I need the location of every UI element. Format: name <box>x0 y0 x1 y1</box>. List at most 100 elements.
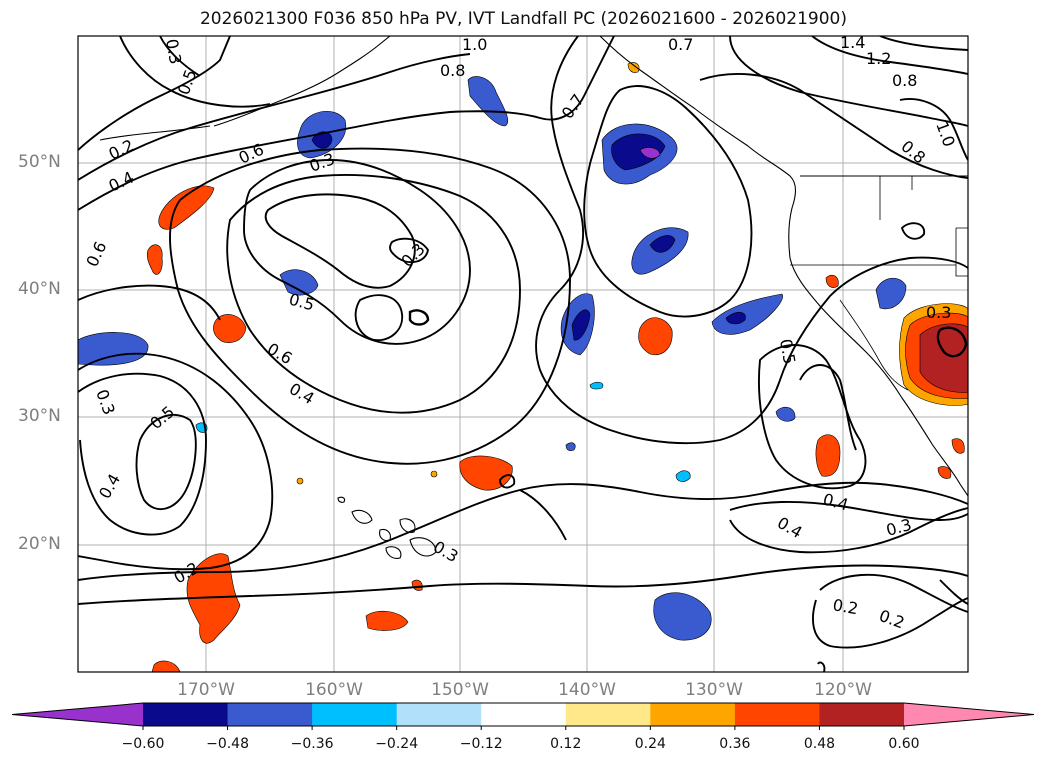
neg-anomaly-core <box>725 311 746 325</box>
colorbar-tick-label: −0.48 <box>206 736 249 752</box>
coastlines <box>99 36 968 559</box>
neg-anomaly-small <box>675 470 691 482</box>
alaska-peninsula-coast <box>213 36 391 127</box>
pv-contour <box>799 364 857 451</box>
state-border <box>879 176 913 220</box>
pv-contour <box>583 85 753 318</box>
pos-anomaly-small <box>937 466 952 479</box>
neg-anomaly-small <box>565 442 576 451</box>
neg-anomaly-core <box>611 133 666 171</box>
pos-anomaly-large-core <box>919 323 968 393</box>
pv-contour <box>354 294 403 342</box>
hawaii-island <box>409 537 437 557</box>
contour-label: 1.2 <box>866 49 891 68</box>
pos-anomaly-blob <box>213 314 247 343</box>
pv-contour <box>729 507 968 554</box>
lat-label-40n: 40°N <box>18 279 61 299</box>
map-frame <box>77 35 969 673</box>
pv-contour-closed <box>499 474 516 489</box>
pv-shading <box>78 62 968 672</box>
pv-contour <box>78 352 274 571</box>
colorbar-tick-label: 0.60 <box>888 736 920 752</box>
colorbar-tick-label: 0.12 <box>550 736 582 752</box>
pv-contour <box>264 193 416 289</box>
neg-anomaly-blob <box>775 406 796 422</box>
pv-contour <box>535 36 968 445</box>
colorbar-tick-label: 0.36 <box>719 736 751 752</box>
colorbar-segment <box>481 703 567 726</box>
pv-contour <box>817 661 826 672</box>
contour-label: 0.3 <box>162 37 185 65</box>
neg-anomaly-core <box>571 309 591 341</box>
colorbar <box>11 702 1035 730</box>
contour-label: 1.0 <box>462 35 487 54</box>
hawaii-island <box>337 496 346 503</box>
pv-contour <box>243 159 471 345</box>
hawaii-island <box>385 546 402 559</box>
pv-contour <box>119 36 271 108</box>
pv-contour <box>226 174 521 414</box>
lon-label-130w: 130°W <box>685 680 743 700</box>
colorbar-segment <box>734 703 820 726</box>
pv-contour <box>879 36 968 51</box>
map-title: 2026021300 F036 850 hPa PV, IVT Landfall… <box>199 9 847 29</box>
pv-contour <box>939 579 968 605</box>
hawaii-island <box>399 518 416 533</box>
lon-label-120w: 120°W <box>814 680 872 700</box>
contour-label: 0.7 <box>668 35 693 54</box>
colorbar-segment <box>650 703 736 726</box>
neg-anomaly-blob <box>279 269 319 296</box>
neg-anomaly-blob <box>78 332 149 366</box>
pos-anomaly-dot <box>430 470 438 478</box>
neg-anomaly-blob <box>711 293 783 335</box>
neg-anomaly-blob <box>653 592 712 641</box>
pv-contour-closed <box>936 326 968 358</box>
pv-contour <box>78 36 615 211</box>
neg-anomaly-small <box>589 381 604 390</box>
pos-anomaly-small <box>627 62 640 73</box>
pos-anomaly-blob <box>638 317 673 356</box>
lon-label-160w: 160°W <box>305 680 363 700</box>
neg-anomaly-blob <box>875 277 907 310</box>
pv-contour <box>135 414 197 511</box>
pv-contour <box>758 344 867 490</box>
neg-anomaly-blob <box>467 76 509 127</box>
lat-label-50n: 50°N <box>18 152 61 172</box>
contour-label: 0.8 <box>440 61 465 80</box>
hawaii-island <box>351 509 373 524</box>
neg-anomaly-core <box>311 131 333 149</box>
lon-label-140w: 140°W <box>558 680 616 700</box>
pos-anomaly-small <box>825 274 839 288</box>
colorbar-segment <box>565 703 651 726</box>
pos-anomaly-blob <box>365 610 409 631</box>
pv-contour <box>819 573 968 613</box>
pv-contour <box>169 147 571 465</box>
colorbar-extend-min <box>12 703 143 726</box>
colorbar-tick-label: −0.60 <box>121 736 165 752</box>
pv-contours <box>78 36 968 672</box>
pv-contour <box>78 372 207 536</box>
pos-anomaly-dot <box>296 477 304 485</box>
lat-label-30n: 30°N <box>18 406 61 426</box>
colorbar-tick-label: 0.24 <box>634 736 666 752</box>
pv-contour <box>78 36 231 151</box>
pv-contour <box>812 597 968 649</box>
colorbar-segment <box>819 703 905 726</box>
pos-anomaly-blob <box>146 244 163 275</box>
pos-anomaly-blob <box>815 434 841 477</box>
contour-label: 0.8 <box>892 71 917 90</box>
lat-label-20n: 20°N <box>18 534 61 554</box>
pv-contour <box>729 500 968 521</box>
pv-contour <box>899 98 968 161</box>
pv-contour <box>78 481 968 581</box>
colorbar-segment <box>227 703 313 726</box>
colorbar-segment <box>396 703 482 726</box>
pos-anomaly-small <box>951 438 965 454</box>
north-america-coast <box>599 36 968 497</box>
pv-contour <box>699 73 968 179</box>
colorbar-tick-label: −0.12 <box>459 736 503 752</box>
contour-label: 0.3 <box>926 303 951 322</box>
pv-contour <box>159 36 201 77</box>
colorbar-tick-label: −0.36 <box>290 736 334 752</box>
contour-label: 0.2 <box>831 595 859 618</box>
